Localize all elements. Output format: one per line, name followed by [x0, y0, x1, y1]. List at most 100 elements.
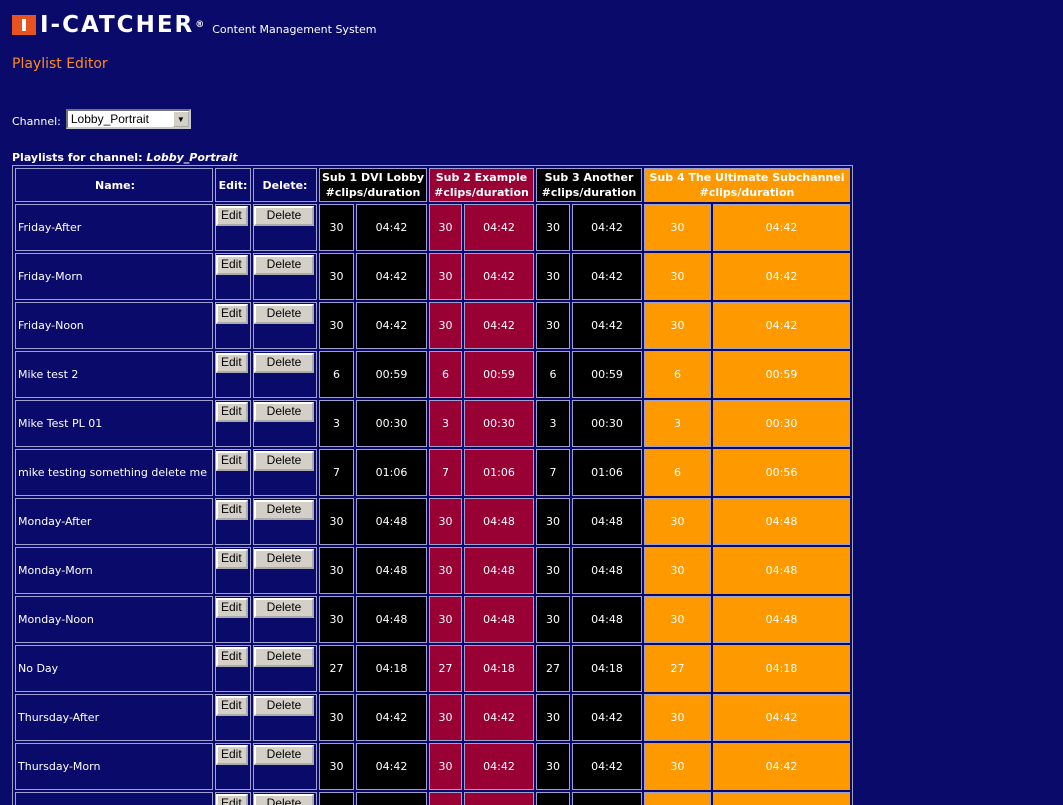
edit-button[interactable]: Edit — [216, 794, 248, 805]
header-sub1-subtitle: #clips/duration — [325, 186, 421, 199]
edit-button[interactable]: Edit — [216, 451, 248, 471]
edit-button[interactable]: Edit — [216, 500, 248, 520]
header-edit: Edit: — [215, 168, 251, 202]
table-row: Monday-Noon Edit Delete 30 04:48 30 04:48 30 04:… — [15, 596, 850, 643]
sub2-clips: 30 — [429, 204, 462, 251]
sub4-duration: 04:42 — [713, 302, 850, 349]
delete-button[interactable]: Delete — [254, 500, 314, 520]
sub1-clips: 30 — [319, 253, 354, 300]
sub2-clips: 7 — [429, 449, 462, 496]
sub3-clips: 30 — [536, 743, 570, 790]
sub3-clips: 30 — [536, 204, 570, 251]
table-row: mike testing something delete me Edit Dele… — [15, 449, 850, 496]
sub3-clips: 7 — [536, 449, 570, 496]
sub4-duration: 00:59 — [713, 351, 850, 398]
header-sub1-title: Sub 1 DVI Lobby — [322, 171, 424, 184]
logo: I-CATCHER ® Content Management System — [12, 14, 376, 37]
delete-button[interactable]: Delete — [254, 255, 314, 275]
sub1-clips: 6 — [319, 351, 354, 398]
sub4-duration: 04:48 — [713, 596, 850, 643]
header-sub2-title: Sub 2 Example — [435, 171, 528, 184]
sub1-duration: 04:42 — [356, 302, 427, 349]
sub2-duration: 04:48 — [464, 547, 534, 594]
sub3-clips: 30 — [536, 596, 570, 643]
delete-button[interactable]: Delete — [254, 696, 314, 716]
delete-button[interactable]: Delete — [254, 549, 314, 569]
delete-cell: Delete — [253, 547, 317, 594]
edit-button[interactable]: Edit — [216, 353, 248, 373]
edit-button[interactable]: Edit — [216, 647, 248, 667]
delete-button[interactable]: Delete — [254, 794, 314, 805]
sub1-duration: 00:30 — [356, 400, 427, 447]
sub1-clips: 30 — [319, 204, 354, 251]
sub4-clips: 3 — [644, 400, 711, 447]
playlist-name — [15, 792, 213, 805]
sub3-duration: 04:18 — [572, 645, 642, 692]
edit-cell: Edit — [215, 694, 251, 741]
sub2-clips: 30 — [429, 498, 462, 545]
sub4-duration: 04:42 — [713, 253, 850, 300]
edit-cell: Edit — [215, 449, 251, 496]
sub1-duration: 04:42 — [356, 204, 427, 251]
sub1-duration: 04:18 — [356, 645, 427, 692]
table-row: Thursday-Morn Edit Delete 30 04:42 30 04:42 30 0… — [15, 743, 850, 790]
delete-button[interactable]: Delete — [254, 304, 314, 324]
delete-cell: Delete — [253, 449, 317, 496]
sub3-duration: 01:06 — [572, 449, 642, 496]
sub2-clips: 3 — [429, 400, 462, 447]
delete-button[interactable]: Delete — [254, 451, 314, 471]
sub2-duration: 04:48 — [464, 596, 534, 643]
sub1-duration: 04:48 — [356, 498, 427, 545]
edit-button[interactable]: Edit — [216, 549, 248, 569]
playlist-name: No Day — [15, 645, 213, 692]
channel-selector-row: Channel: Lobby_Portrait ▼ — [12, 109, 191, 129]
delete-cell: Delete — [253, 204, 317, 251]
channel-select[interactable]: Lobby_Portrait ▼ — [65, 109, 191, 129]
table-header-row: Name: Edit: Delete: Sub 1 DVI Lobby #cli… — [15, 168, 850, 202]
sub4-clips: 30 — [644, 547, 711, 594]
table-row: Friday-Morn Edit Delete 30 04:42 30 04:42 30 04:… — [15, 253, 850, 300]
edit-button[interactable]: Edit — [216, 206, 248, 226]
delete-cell: Delete — [253, 792, 317, 805]
channel-select-value: Lobby_Portrait — [70, 112, 149, 126]
edit-cell: Edit — [215, 792, 251, 805]
header-sub1: Sub 1 DVI Lobby #clips/duration — [319, 168, 427, 202]
delete-button[interactable]: Delete — [254, 353, 314, 373]
edit-button[interactable]: Edit — [216, 598, 248, 618]
sub4-duration: 00:30 — [713, 400, 850, 447]
playlists-table: Name: Edit: Delete: Sub 1 DVI Lobby #cli… — [12, 165, 853, 805]
sub4-clips: 30 — [644, 498, 711, 545]
edit-cell: Edit — [215, 743, 251, 790]
chevron-down-icon[interactable]: ▼ — [172, 111, 189, 127]
edit-button[interactable]: Edit — [216, 304, 248, 324]
edit-button[interactable]: Edit — [216, 696, 248, 716]
sub1-duration: 00:59 — [356, 351, 427, 398]
table-row: Monday-Morn Edit Delete 30 04:48 30 04:48 30 04:… — [15, 547, 850, 594]
delete-button[interactable]: Delete — [254, 598, 314, 618]
edit-button[interactable]: Edit — [216, 402, 248, 422]
header-name: Name: — [15, 168, 213, 202]
sub2-clips: 27 — [429, 645, 462, 692]
delete-cell: Delete — [253, 645, 317, 692]
sub4-duration: 00:56 — [713, 449, 850, 496]
sub3-duration: 04:42 — [572, 204, 642, 251]
sub1-clips — [319, 792, 354, 805]
edit-button[interactable]: Edit — [216, 255, 248, 275]
sub4-clips: 30 — [644, 596, 711, 643]
sub4-duration: 04:18 — [713, 645, 850, 692]
header-delete: Delete: — [253, 168, 317, 202]
playlist-name: Monday-Morn — [15, 547, 213, 594]
edit-button[interactable]: Edit — [216, 745, 248, 765]
table-row: No Day Edit Delete 27 04:18 27 04:18 27 04:18 27 0… — [15, 645, 850, 692]
delete-cell: Delete — [253, 253, 317, 300]
edit-cell: Edit — [215, 302, 251, 349]
delete-button[interactable]: Delete — [254, 402, 314, 422]
delete-button[interactable]: Delete — [254, 745, 314, 765]
sub1-duration: 04:42 — [356, 253, 427, 300]
sub4-clips: 30 — [644, 302, 711, 349]
delete-button[interactable]: Delete — [254, 647, 314, 667]
playlist-name: Mike test 2 — [15, 351, 213, 398]
sub1-clips: 30 — [319, 596, 354, 643]
delete-button[interactable]: Delete — [254, 206, 314, 226]
